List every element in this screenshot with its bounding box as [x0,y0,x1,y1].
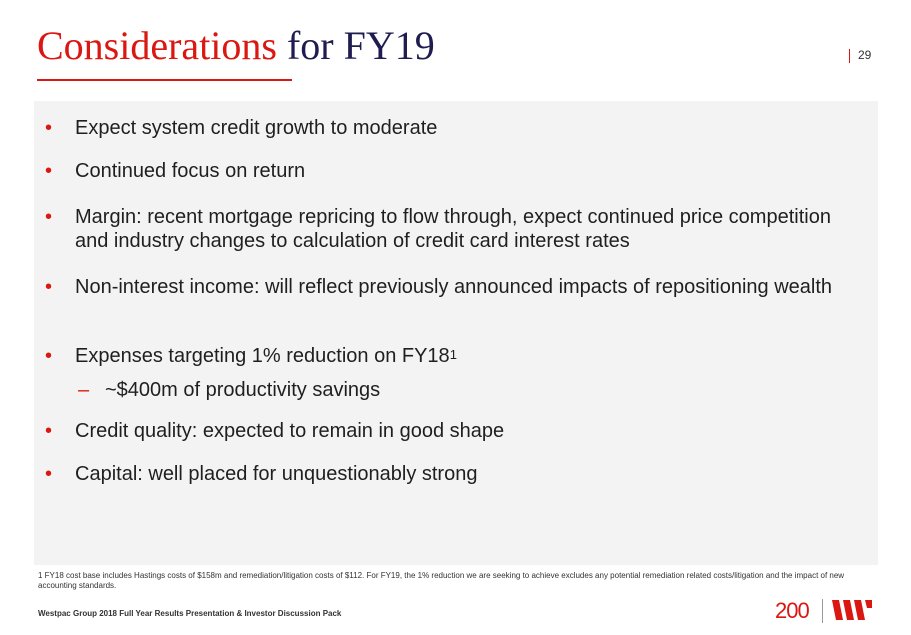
westpac-w-logo-icon [832,600,872,620]
content-panel: • Expect system credit growth to moderat… [34,101,878,565]
bullet-marker: • [45,276,53,298]
bullet-marker: • [45,345,53,367]
bullet-text: Margin: recent mortgage repricing to flo… [75,206,831,252]
bullet-text: Capital: well placed for unquestionably … [75,463,478,485]
bullet-text: Non-interest income: will reflect previo… [75,276,833,298]
footnote: 1 FY18 cost base includes Hastings costs… [38,571,845,590]
page-number-divider [849,49,850,63]
sub-bullet-text: ~$400m of productivity savings [105,379,381,401]
anniversary-logo: 200 [775,598,810,623]
title-accent: Considerations [37,23,277,68]
bullet-marker: • [45,206,53,228]
sub-bullet-marker: – [78,379,90,401]
page-number: 29 [858,48,872,62]
bullet-text: Credit quality: expected to remain in go… [75,420,505,442]
footnote-ref: 1 [449,347,457,362]
bullet-marker: • [45,420,53,442]
slide-title: Considerations for FY19 [37,22,435,70]
bullet-text: Expenses targeting 1% reduction on FY18 [75,345,450,367]
bullet-marker: • [45,463,53,485]
bullet-text: Expect system credit growth to moderate [75,117,438,139]
bullet-marker: • [45,117,53,139]
footer-text: Westpac Group 2018 Full Year Results Pre… [38,609,342,618]
title-main: for FY19 [286,23,435,68]
bullet-text-with-footnote: Expenses targeting 1% reduction on FY181 [75,344,835,368]
logo-divider [822,599,823,623]
bullet-text: Continued focus on return [75,160,306,182]
bullet-marker: • [45,160,53,182]
title-underline [37,79,292,81]
